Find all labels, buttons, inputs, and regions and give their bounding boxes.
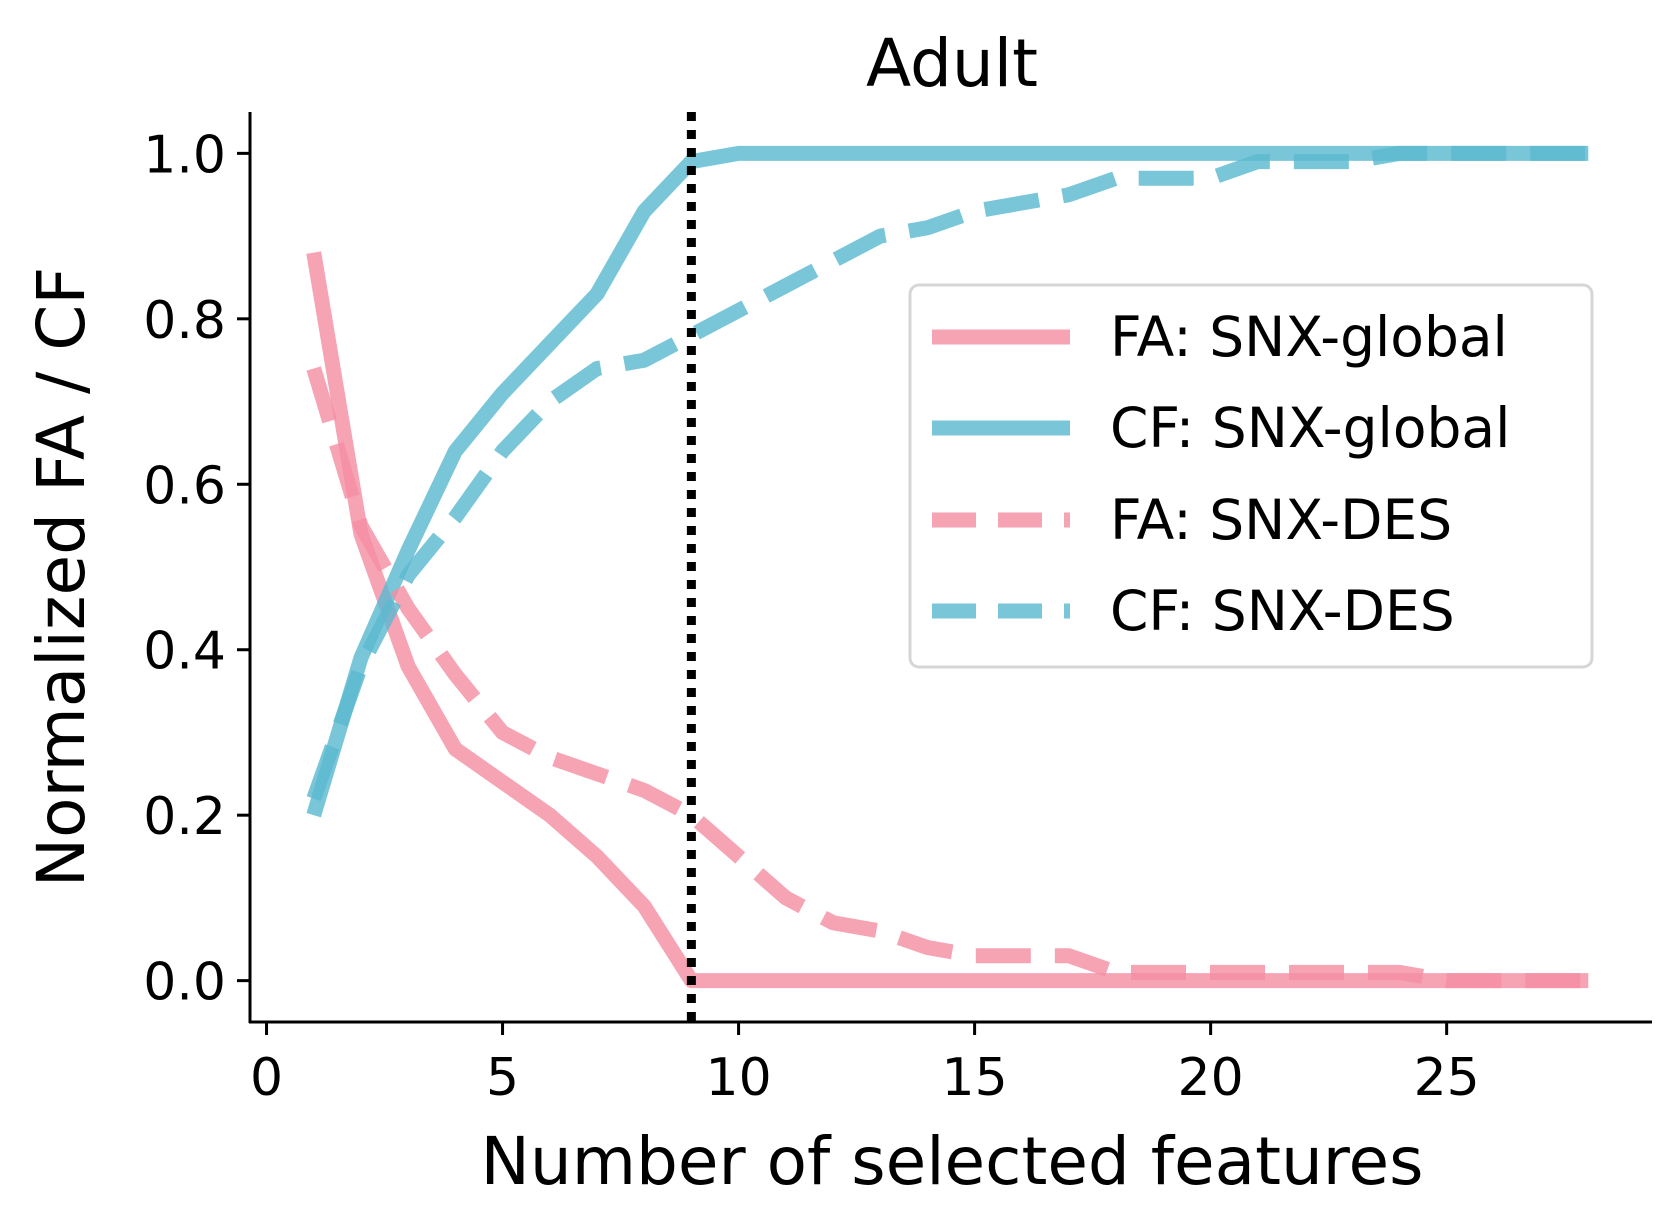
x-ticks: 0 5 10 15 20 25	[250, 1022, 1480, 1108]
legend: FA: SNX-global CF: SNX-global FA: SNX-DES C…	[908, 283, 1594, 669]
x-axis-label: Number of selected features	[481, 1123, 1424, 1200]
y-tick-label: 0.2	[143, 787, 226, 847]
series-line-cf-snx-des	[306, 145, 1589, 802]
y-tick-label: 0.4	[143, 622, 226, 682]
series-line-fa-snx-global	[306, 251, 1589, 989]
y-tick-label: 0.8	[143, 291, 226, 351]
y-tick-label: 1.0	[143, 125, 226, 185]
axes-layer	[248, 112, 1652, 1024]
legend-label: FA: SNX-DES	[1110, 488, 1452, 552]
legend-label: FA: SNX-global	[1110, 305, 1508, 369]
x-tick-label: 10	[705, 1048, 771, 1108]
x-tick-label: 15	[942, 1048, 1008, 1108]
y-tick-label: 0.0	[143, 953, 226, 1013]
y-ticks: 0.0 0.2 0.4 0.6 0.8 1.0	[143, 125, 250, 1013]
y-tick-label: 0.6	[143, 456, 226, 516]
y-axis-label: Normalized FA / CF	[23, 267, 100, 888]
x-tick-label: 0	[250, 1048, 283, 1108]
series-layer	[306, 145, 1589, 989]
legend-box	[908, 283, 1594, 669]
x-tick-label: 25	[1414, 1048, 1480, 1108]
x-tick-label: 20	[1178, 1048, 1244, 1108]
legend-label: CF: SNX-global	[1110, 396, 1510, 460]
x-tick-label: 5	[486, 1048, 519, 1108]
legend-label: CF: SNX-DES	[1110, 579, 1455, 643]
chart-title: Adult	[866, 25, 1038, 102]
series-line-fa-snx-des	[306, 366, 1589, 989]
